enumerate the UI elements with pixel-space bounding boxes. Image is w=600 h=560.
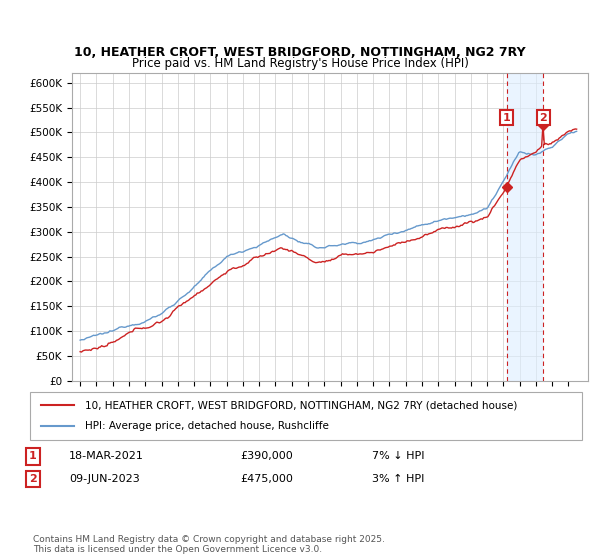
Text: 18-MAR-2021: 18-MAR-2021 <box>69 451 144 461</box>
Text: 2: 2 <box>29 474 37 484</box>
Bar <box>543 73 588 381</box>
Bar <box>506 73 543 381</box>
Text: 10, HEATHER CROFT, WEST BRIDGFORD, NOTTINGHAM, NG2 7RY: 10, HEATHER CROFT, WEST BRIDGFORD, NOTTI… <box>74 46 526 59</box>
Text: HPI: Average price, detached house, Rushcliffe: HPI: Average price, detached house, Rush… <box>85 421 329 431</box>
FancyBboxPatch shape <box>30 392 582 440</box>
Text: 1: 1 <box>29 451 37 461</box>
Text: 09-JUN-2023: 09-JUN-2023 <box>69 474 140 484</box>
Text: 1: 1 <box>503 113 511 123</box>
Text: £475,000: £475,000 <box>240 474 293 484</box>
Text: 3% ↑ HPI: 3% ↑ HPI <box>372 474 424 484</box>
Text: Contains HM Land Registry data © Crown copyright and database right 2025.
This d: Contains HM Land Registry data © Crown c… <box>33 535 385 554</box>
Text: 7% ↓ HPI: 7% ↓ HPI <box>372 451 425 461</box>
Text: 2: 2 <box>539 113 547 123</box>
Text: £390,000: £390,000 <box>240 451 293 461</box>
Text: Price paid vs. HM Land Registry's House Price Index (HPI): Price paid vs. HM Land Registry's House … <box>131 57 469 70</box>
Text: 10, HEATHER CROFT, WEST BRIDGFORD, NOTTINGHAM, NG2 7RY (detached house): 10, HEATHER CROFT, WEST BRIDGFORD, NOTTI… <box>85 400 518 410</box>
